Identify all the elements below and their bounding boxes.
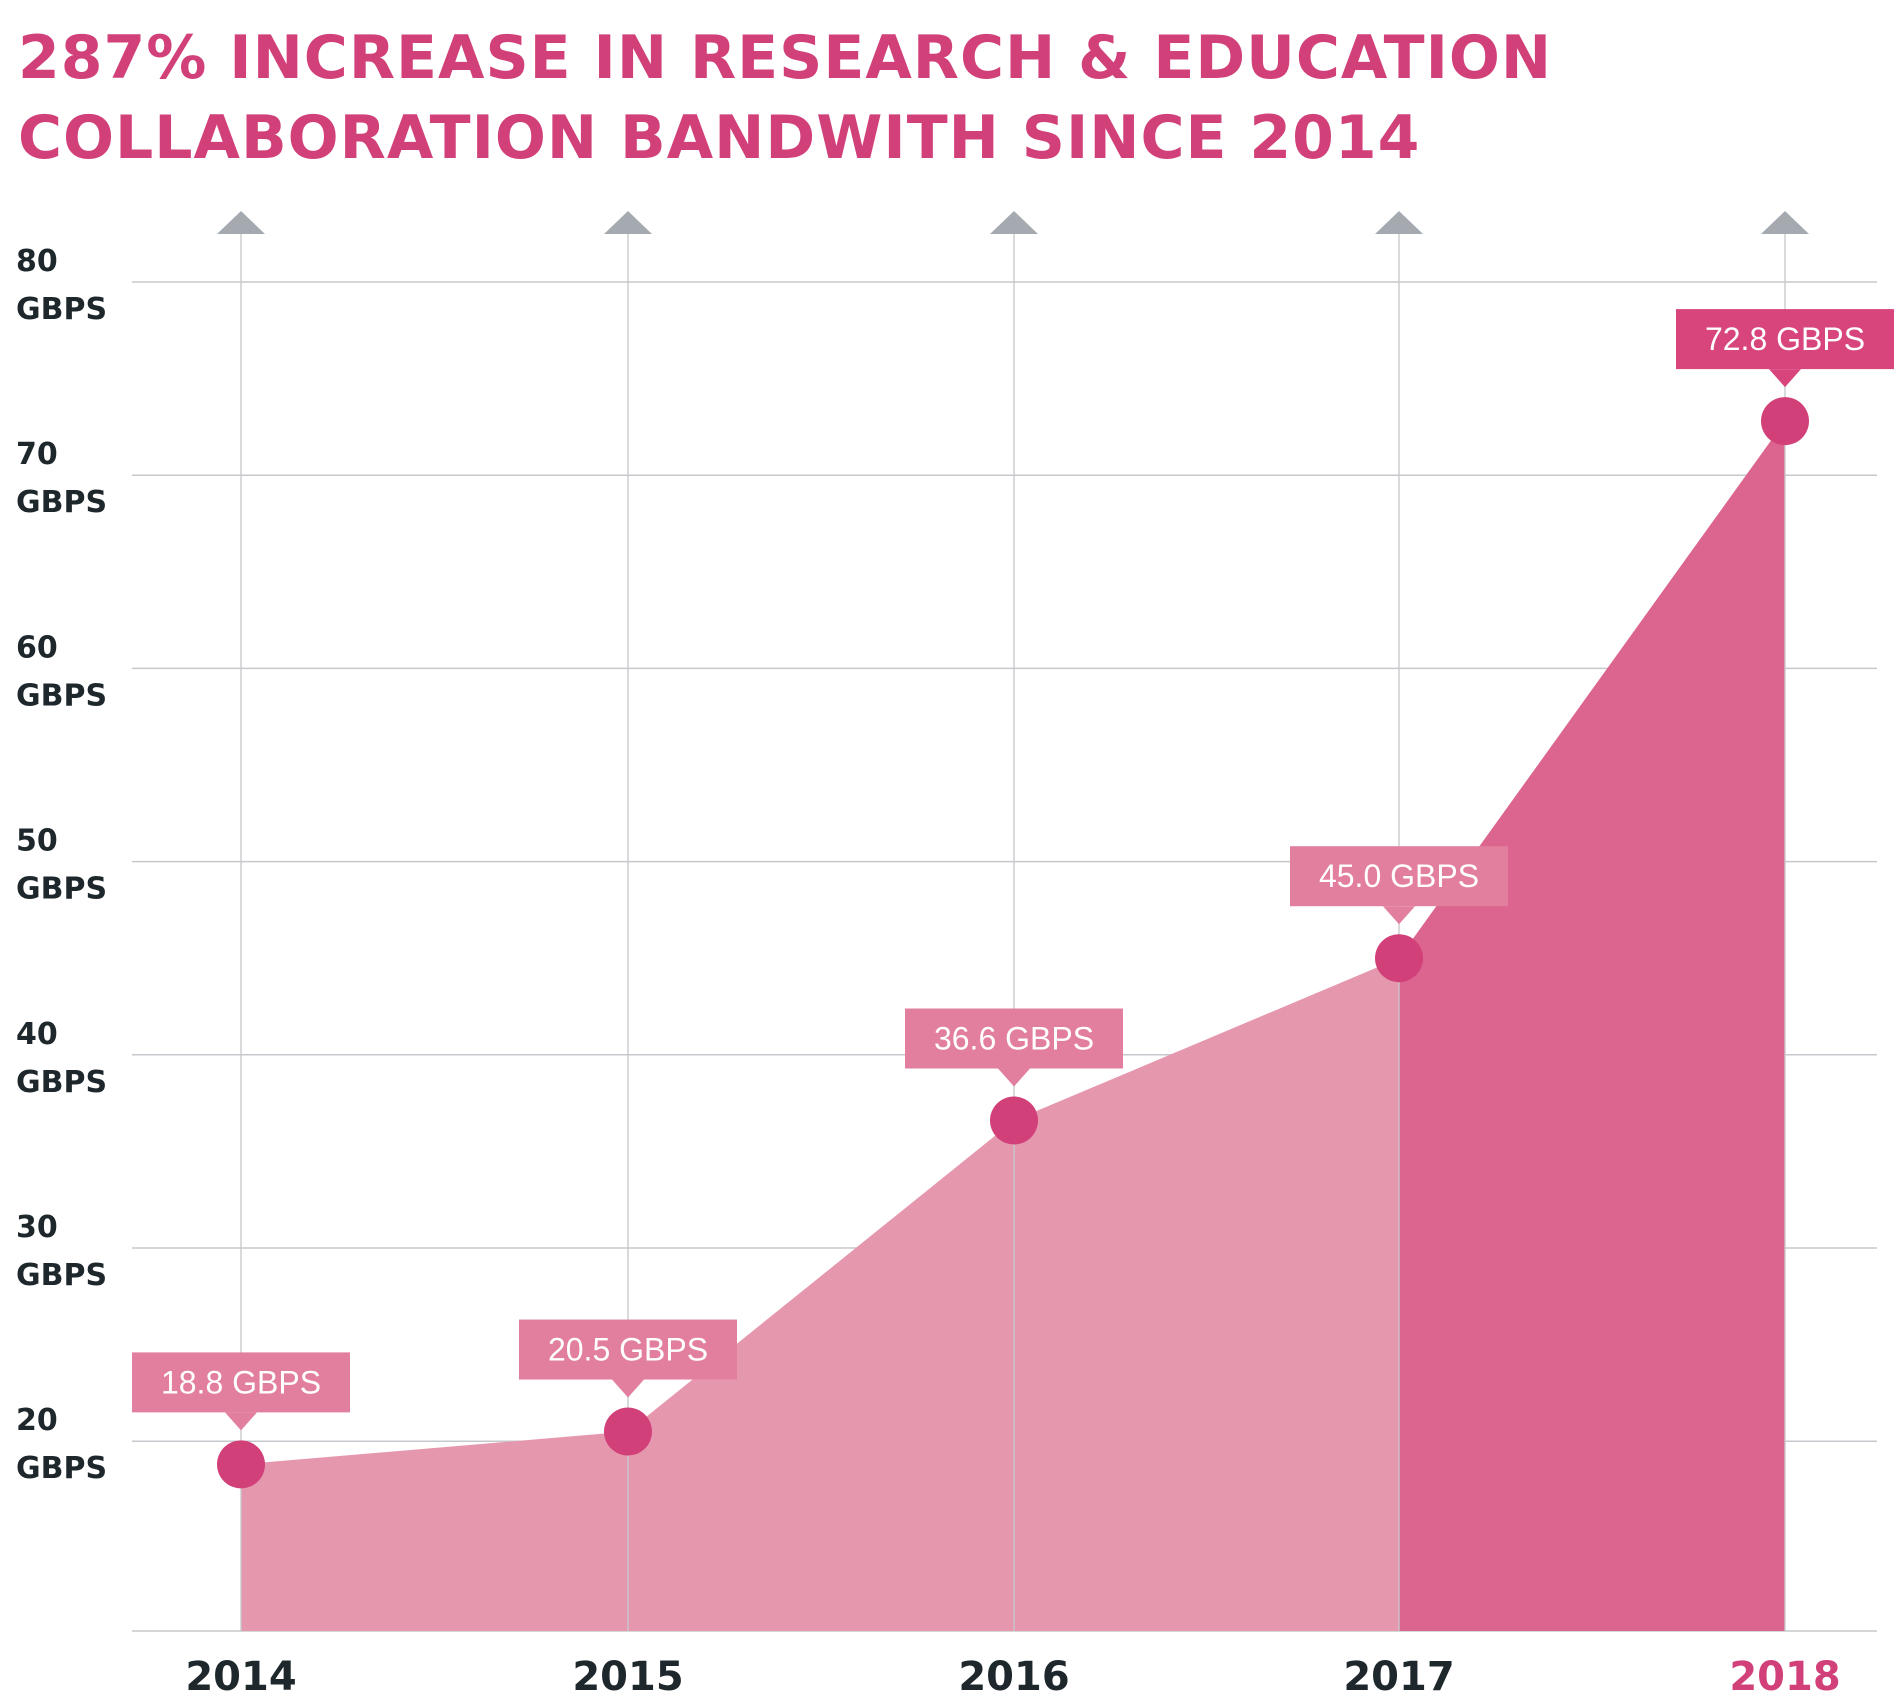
y-tick-unit: GBPS bbox=[16, 1258, 107, 1293]
y-tick-unit: GBPS bbox=[16, 872, 107, 907]
y-tick-label-70: 70 GBPS bbox=[16, 437, 107, 520]
data-label-2014: 18.8 GBPS bbox=[132, 1352, 350, 1431]
data-label-box bbox=[132, 1352, 350, 1413]
y-axis-labels: 20 GBPS 30 GBPS 40 GBPS 50 GBPS 60 GBPS 70 GBPS 80 GB… bbox=[16, 244, 107, 1486]
data-label-2017: 45.0 GBPS bbox=[1290, 846, 1508, 925]
data-label-text: 36.6 GBPS bbox=[934, 1020, 1094, 1056]
x-tick-label-2016: 2016 bbox=[958, 1654, 1069, 1697]
data-label-box bbox=[1676, 309, 1894, 370]
y-tick-unit: GBPS bbox=[16, 1065, 107, 1100]
y-tick-label-50: 50 GBPS bbox=[16, 824, 107, 907]
x-tick-label-2014: 2014 bbox=[185, 1654, 296, 1697]
x-tick-label-2015: 2015 bbox=[572, 1654, 683, 1697]
y-tick-label-30: 30 GBPS bbox=[16, 1210, 107, 1293]
x-axis-labels: 2014 2015 2016 2017 2018 bbox=[185, 1654, 1840, 1697]
data-point-2018 bbox=[1761, 397, 1809, 446]
data-point-2015 bbox=[604, 1407, 652, 1456]
y-tick-value: 50 bbox=[16, 824, 58, 859]
data-label-box bbox=[1290, 846, 1508, 907]
data-label-pointer bbox=[225, 1412, 257, 1431]
y-tick-value: 70 bbox=[16, 437, 58, 472]
data-label-2016: 36.6 GBPS bbox=[905, 1008, 1123, 1087]
chart-title-line-2: COLLABORATION BANDWITH SINCE 2014 bbox=[18, 103, 1421, 173]
chart-title-line-1: 287% INCREASE IN RESEARCH & EDUCATION bbox=[18, 23, 1553, 93]
up-arrow-icon bbox=[990, 211, 1038, 234]
data-label-text: 72.8 GBPS bbox=[1705, 321, 1865, 357]
y-tick-label-40: 40 GBPS bbox=[16, 1017, 107, 1100]
y-tick-value: 80 bbox=[16, 244, 58, 279]
y-tick-unit: GBPS bbox=[16, 678, 107, 713]
chart-title: 287% INCREASE IN RESEARCH & EDUCATION CO… bbox=[18, 18, 1858, 178]
up-arrow-icon bbox=[1761, 211, 1809, 234]
data-label-pointer bbox=[612, 1379, 644, 1398]
data-label-pointer bbox=[1383, 906, 1415, 925]
data-label-text: 45.0 GBPS bbox=[1319, 858, 1479, 894]
data-label-pointer bbox=[998, 1068, 1030, 1087]
y-tick-label-20: 20 GBPS bbox=[16, 1403, 107, 1486]
y-tick-value: 20 bbox=[16, 1403, 58, 1438]
data-label-box bbox=[519, 1319, 737, 1380]
data-point-2014 bbox=[217, 1440, 265, 1489]
data-label-box bbox=[905, 1008, 1123, 1069]
data-point-2017 bbox=[1375, 934, 1423, 983]
data-label-2018: 72.8 GBPS bbox=[1676, 309, 1894, 388]
x-tick-label-2017: 2017 bbox=[1343, 1654, 1454, 1697]
data-labels: 18.8 GBPS 20.5 GBPS 36.6 GBPS 45.0 GBPS 72.8… bbox=[132, 309, 1894, 1431]
data-label-text: 20.5 GBPS bbox=[548, 1332, 708, 1368]
y-tick-unit: GBPS bbox=[16, 1451, 107, 1486]
y-tick-unit: GBPS bbox=[16, 292, 107, 327]
y-tick-value: 60 bbox=[16, 630, 58, 665]
up-arrow-icon bbox=[604, 211, 652, 234]
area-fill-highlight bbox=[1399, 421, 1785, 1631]
x-tick-label-2018: 2018 bbox=[1729, 1654, 1840, 1697]
y-tick-value: 30 bbox=[16, 1210, 58, 1245]
data-label-text: 18.8 GBPS bbox=[161, 1364, 321, 1400]
y-tick-value: 40 bbox=[16, 1017, 58, 1052]
data-label-2015: 20.5 GBPS bbox=[519, 1319, 737, 1398]
data-label-pointer bbox=[1769, 369, 1801, 388]
y-tick-label-80: 80 GBPS bbox=[16, 244, 107, 327]
data-points bbox=[217, 397, 1809, 1489]
data-point-2016 bbox=[990, 1096, 1038, 1145]
y-tick-unit: GBPS bbox=[16, 485, 107, 520]
up-arrow-icon bbox=[1375, 211, 1423, 234]
up-arrow-icon bbox=[217, 211, 265, 234]
y-tick-label-60: 60 GBPS bbox=[16, 630, 107, 713]
